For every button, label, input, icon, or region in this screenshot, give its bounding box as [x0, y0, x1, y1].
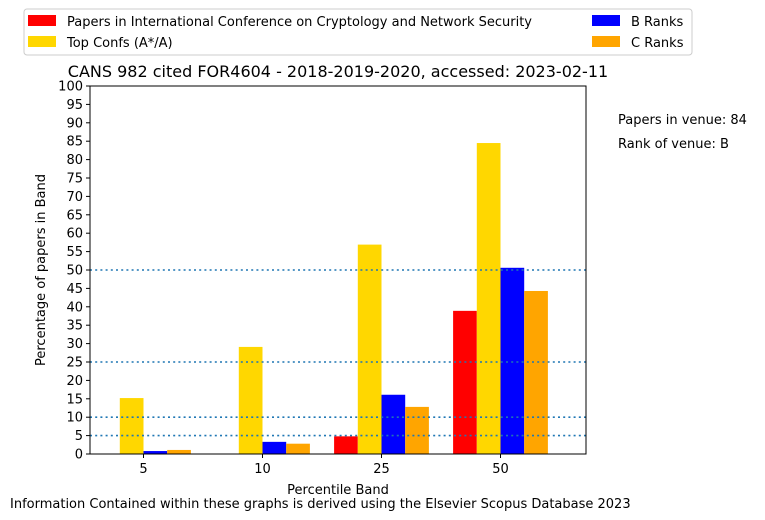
- y-tick-label: 60: [66, 227, 83, 242]
- y-tick-label: 80: [66, 153, 83, 168]
- legend-swatch-c: [592, 36, 620, 47]
- y-tick-label: 40: [66, 300, 83, 315]
- x-axis-label: Percentile Band: [287, 483, 389, 498]
- y-tick-label: 90: [66, 116, 83, 131]
- bar-25-series-3: [405, 406, 429, 454]
- bar-10-series-1: [238, 346, 263, 454]
- bar-10-series-2: [262, 441, 287, 454]
- legend-label-top: Top Confs (A*/A): [66, 36, 173, 51]
- legend-label-venue: Papers in International Conference on Cr…: [67, 15, 532, 30]
- y-axis-ticks: 0 5 10 15 20 25 30 35 40 45 50 55 60 65 70 75 80 85 90 95 10…: [58, 80, 90, 463]
- bar-25-series-0: [334, 436, 358, 454]
- y-tick-label: 10: [66, 411, 83, 426]
- plot-frame: [89, 85, 587, 455]
- y-tick-label: 5: [75, 429, 83, 444]
- y-tick-label: 75: [66, 172, 83, 187]
- rank-of-venue: Rank of venue: B: [618, 137, 729, 152]
- bar-25-series-1: [357, 244, 382, 454]
- bar-5-series-3: [167, 449, 191, 454]
- bar-10-series-3: [286, 443, 310, 454]
- bar-50-series-0: [453, 310, 477, 454]
- legend-swatch-b: [592, 15, 620, 26]
- bar-5-series-1: [119, 398, 144, 454]
- y-tick-label: 25: [66, 356, 83, 371]
- y-tick-label: 70: [66, 190, 83, 205]
- x-tick-label: 10: [254, 462, 271, 477]
- papers-in-venue: Papers in venue: 84: [618, 113, 747, 128]
- y-tick-label: 55: [66, 245, 83, 260]
- legend-swatch-top: [28, 36, 56, 47]
- x-axis-ticks: 5 10 25 50: [139, 454, 509, 477]
- y-tick-label: 85: [66, 135, 83, 150]
- chart-title: CANS 982 cited FOR4604 - 2018-2019-2020,…: [68, 62, 608, 81]
- x-tick-label: 50: [492, 462, 509, 477]
- y-tick-label: 35: [66, 319, 83, 334]
- y-tick-label: 65: [66, 208, 83, 223]
- bar-50-series-1: [476, 143, 501, 455]
- x-tick-label: 5: [139, 462, 147, 477]
- legend-label-b: B Ranks: [631, 15, 684, 30]
- legend: Papers in International Conference on Cr…: [23, 8, 693, 56]
- bar-50-series-2: [500, 267, 525, 454]
- legend-label-c: C Ranks: [631, 36, 684, 51]
- y-tick-label: 15: [66, 392, 83, 407]
- y-tick-label: 100: [58, 80, 83, 95]
- y-axis-label: Percentage of papers in Band: [34, 174, 49, 366]
- y-tick-label: 50: [66, 264, 83, 279]
- y-tick-label: 30: [66, 337, 83, 352]
- legend-swatch-venue: [28, 15, 56, 26]
- y-tick-label: 45: [66, 282, 83, 297]
- x-tick-label: 25: [373, 462, 390, 477]
- bars: [119, 143, 548, 455]
- y-tick-label: 95: [66, 98, 83, 113]
- y-tick-label: 20: [66, 374, 83, 389]
- y-tick-label: 0: [75, 448, 83, 463]
- footer-note: Information Contained within these graph…: [10, 497, 631, 512]
- bar-25-series-2: [381, 394, 406, 454]
- bar-50-series-3: [524, 290, 548, 454]
- bar-5-series-2: [143, 451, 168, 454]
